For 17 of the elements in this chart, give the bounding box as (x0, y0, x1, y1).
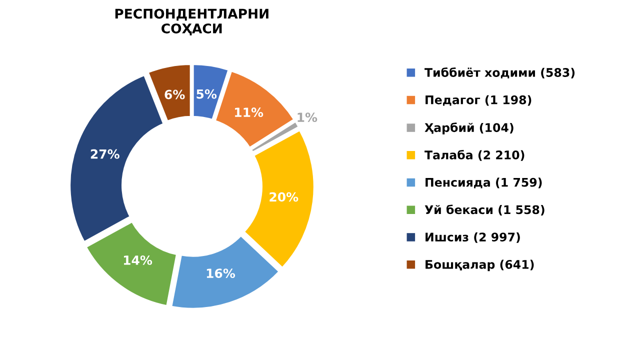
data-label: 20% (270, 192, 298, 202)
legend-label: Педагог (1 198) (426, 95, 532, 106)
chart-title: РЕСПОНДЕНТЛАРНИ СОҲАСИ (115, 8, 268, 36)
data-label: 1% (298, 112, 318, 122)
legend-label: Пенсияда (1 759) (426, 178, 542, 188)
data-label: 27% (90, 149, 120, 159)
legend-label: Талаба (2 210) (424, 150, 524, 161)
legend-label: Уй бекаси (1 558) (424, 204, 544, 216)
data-label: 14% (124, 255, 152, 265)
legend-label: Тиббиёт ходими (583) (424, 67, 575, 78)
data-label: 11% (235, 108, 264, 118)
data-label: 6% (164, 90, 185, 100)
legend-label: Ҳарбий (104) (424, 122, 514, 134)
data-label: 5% (196, 89, 217, 99)
legend-label: Бошқалар (641) (426, 260, 534, 272)
data-label: 16% (206, 268, 236, 278)
legend-label: Ишсиз (2 997) (426, 232, 520, 243)
